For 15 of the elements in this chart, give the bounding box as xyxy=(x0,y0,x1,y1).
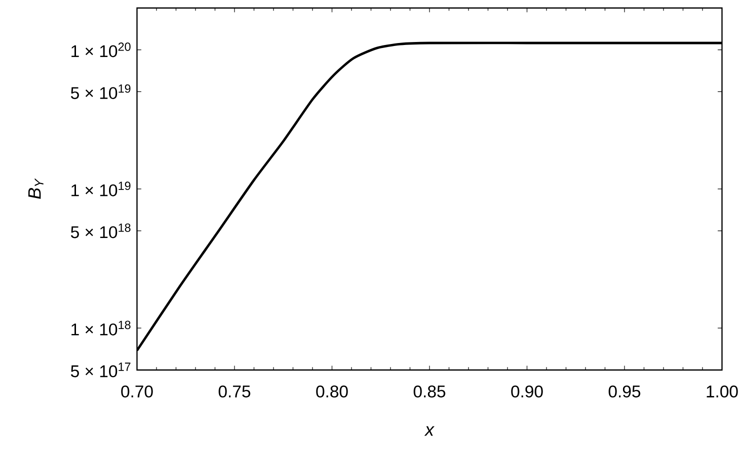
y-tick-label: 1 × 10$^{18}$ xyxy=(72,320,130,336)
x-tick-label: 1.00 xyxy=(706,385,738,398)
x-tick-label: 0.85 xyxy=(414,385,446,398)
y-tick-label: 1 × 10$^{19}$ xyxy=(72,182,130,196)
x-tick-label: 0.95 xyxy=(608,385,640,398)
x-tick-label: 0.80 xyxy=(316,385,348,398)
y-tick-label: 1 × 10$^{20}$ xyxy=(72,42,131,58)
y-tick-label: 5 × 10$^{18}$ xyxy=(70,223,130,238)
y-tick-label: 5 × 10$^{17}$ xyxy=(70,362,130,378)
y-axis-title: B$_{Y}$ xyxy=(28,178,44,199)
x-tick-label: 0.75 xyxy=(218,385,250,398)
x-tick-label: 0.90 xyxy=(511,385,543,398)
x-tick-label: 0.70 xyxy=(121,385,153,398)
x-axis-title: x xyxy=(424,426,435,436)
y-tick-label: 5 × 10$^{19}$ xyxy=(70,84,130,100)
